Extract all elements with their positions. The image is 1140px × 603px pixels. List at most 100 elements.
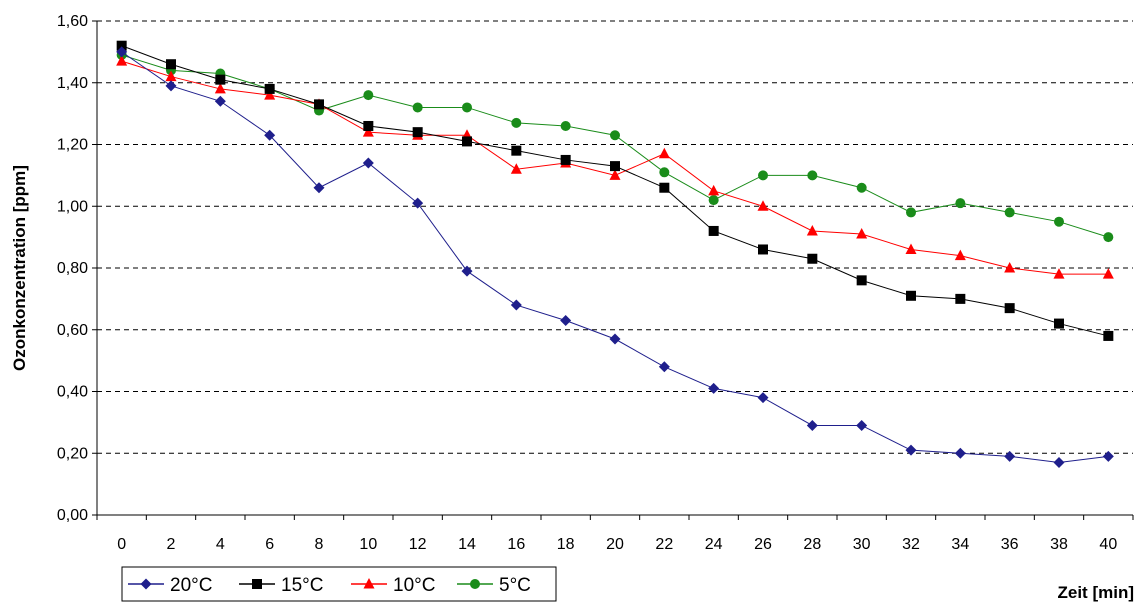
data-point — [609, 169, 621, 180]
data-point — [510, 299, 522, 311]
legend-marker — [470, 579, 480, 589]
series-layer — [116, 40, 1114, 469]
x-tick-label: 24 — [705, 536, 723, 553]
y-tick-labels: 0,00 0,20 0,40 0,60 0,80 1,00 1,20 1,40 1,60 — [57, 13, 88, 524]
x-tick-label: 40 — [1099, 536, 1117, 553]
series-15C-group — [116, 40, 1114, 341]
x-tick-label: 38 — [1050, 536, 1068, 553]
x-tick-label: 20 — [606, 536, 624, 553]
data-point — [560, 314, 572, 326]
legend-label: 20°C — [170, 575, 212, 596]
data-point — [1053, 268, 1065, 279]
data-point — [214, 82, 226, 94]
data-point — [658, 361, 670, 373]
data-point — [116, 55, 128, 66]
data-point — [560, 154, 571, 165]
data-point — [758, 244, 768, 255]
x-tick-labels: 0 2 4 6 8 10 12 14 16 18 20 22 24 26 28 30 32 34 36 38 40 — [117, 536, 1117, 553]
data-point — [166, 59, 176, 70]
data-point — [412, 127, 423, 138]
x-tick-label: 2 — [167, 536, 176, 553]
data-point — [214, 95, 226, 107]
x-tick-label: 28 — [803, 536, 821, 553]
x-tick-label: 22 — [655, 536, 673, 553]
x-tick-label: 4 — [216, 536, 225, 553]
y-tick-label: 0,00 — [57, 507, 88, 524]
series-20C-group — [116, 46, 1114, 469]
data-point — [610, 130, 620, 141]
x-tick-label: 14 — [458, 536, 476, 553]
x-tick-label: 10 — [359, 536, 377, 553]
y-tick-label: 1,40 — [57, 75, 88, 92]
x-tick-label: 6 — [265, 536, 274, 553]
data-point — [511, 145, 522, 156]
x-tick-label: 12 — [409, 536, 427, 553]
y-tick-label: 1,00 — [57, 198, 88, 215]
data-point — [609, 333, 621, 345]
data-point — [462, 102, 472, 113]
x-tick-label: 34 — [951, 536, 969, 553]
x-tick-label: 8 — [315, 536, 324, 553]
legend-label: 15°C — [281, 575, 323, 596]
x-tick-label: 32 — [902, 536, 920, 553]
data-point — [116, 46, 128, 58]
data-point — [856, 419, 868, 431]
y-tick-label: 0,20 — [57, 445, 88, 462]
legend: 20°C 15°C 10°C 5°C — [121, 566, 557, 602]
data-point — [560, 120, 571, 131]
y-tick-label: 0,40 — [57, 384, 88, 401]
data-point — [954, 447, 966, 459]
y-tick-label: 0,60 — [57, 322, 88, 339]
data-point — [1054, 216, 1064, 227]
data-point — [264, 83, 275, 94]
x-tick-label: 0 — [117, 536, 126, 553]
data-point — [806, 419, 818, 431]
data-point — [461, 265, 473, 277]
data-point — [1004, 303, 1015, 314]
data-point — [313, 182, 325, 194]
data-point — [1004, 450, 1016, 462]
y-tick-label: 0,80 — [57, 260, 88, 277]
legend-label: 10°C — [393, 575, 435, 596]
data-point — [856, 228, 868, 239]
data-point — [412, 102, 423, 113]
axes — [92, 20, 1134, 520]
data-point — [610, 161, 620, 172]
data-point — [659, 167, 670, 178]
data-point — [905, 243, 917, 254]
x-axis-title: Zeit [min] — [1058, 583, 1135, 602]
data-point — [708, 195, 719, 206]
data-point — [165, 80, 177, 92]
data-point — [362, 126, 374, 137]
legend-label: 5°C — [499, 575, 531, 596]
data-point — [708, 184, 720, 196]
data-point — [806, 224, 818, 236]
data-point — [906, 207, 916, 218]
series-5C-group — [116, 49, 1114, 243]
data-point — [906, 290, 916, 301]
grid-lines — [97, 20, 1133, 454]
data-point — [757, 392, 769, 404]
y-tick-label: 1,20 — [57, 137, 88, 154]
x-tick-label: 36 — [1001, 536, 1019, 553]
legend-marker — [252, 579, 262, 589]
data-point — [264, 89, 276, 100]
data-point — [708, 225, 719, 236]
x-tick-label: 18 — [557, 536, 575, 553]
x-tick-label: 16 — [507, 536, 525, 553]
data-point — [363, 120, 374, 131]
data-point — [362, 157, 374, 169]
data-point — [116, 40, 127, 51]
data-point — [1053, 457, 1065, 469]
data-point — [658, 147, 670, 159]
data-point — [1004, 262, 1016, 273]
data-point — [1004, 207, 1015, 218]
data-point — [1054, 318, 1064, 329]
data-point — [856, 182, 867, 193]
data-point — [462, 136, 472, 147]
y-axis-title: Ozonkonzentration [ppm] — [10, 165, 29, 371]
data-point — [1103, 330, 1114, 341]
data-point — [511, 117, 522, 128]
x-tick-label: 26 — [754, 536, 772, 553]
